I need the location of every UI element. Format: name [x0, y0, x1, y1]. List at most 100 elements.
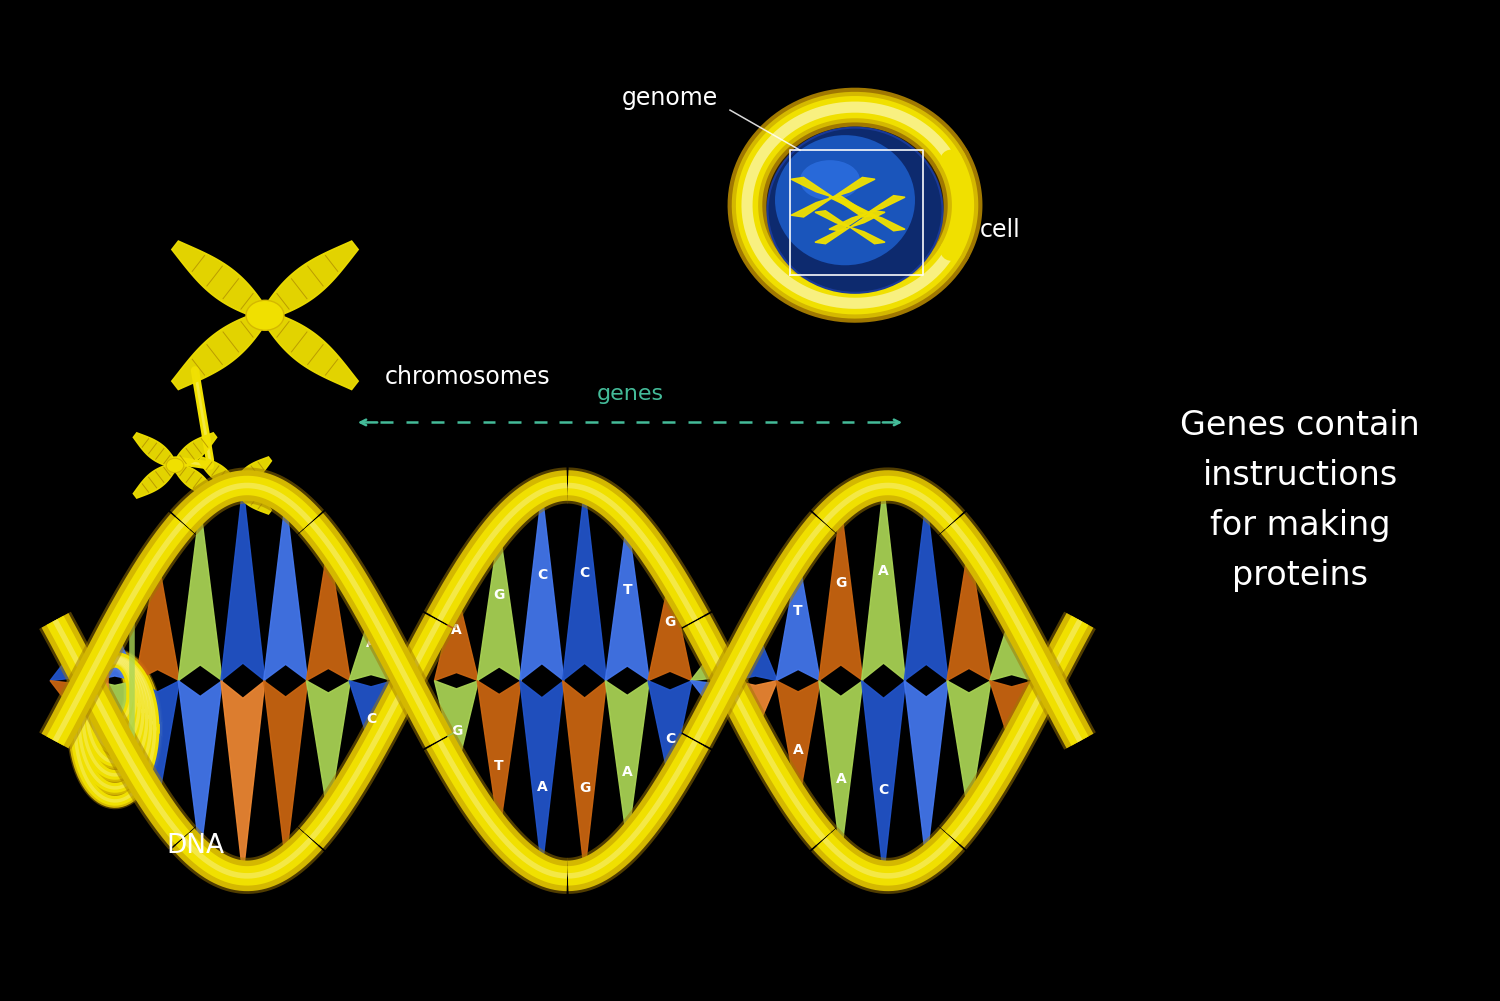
Polygon shape	[306, 681, 351, 817]
Polygon shape	[50, 681, 94, 709]
Text: C: C	[879, 783, 888, 797]
Polygon shape	[776, 681, 820, 805]
Polygon shape	[174, 463, 216, 498]
Polygon shape	[350, 613, 393, 681]
Polygon shape	[306, 545, 351, 681]
Text: T: T	[622, 583, 632, 597]
Polygon shape	[648, 681, 692, 785]
Polygon shape	[815, 211, 850, 227]
Text: G: G	[664, 615, 675, 629]
Polygon shape	[790, 177, 832, 197]
Text: A: A	[537, 780, 548, 794]
Text: A: A	[452, 623, 462, 637]
Polygon shape	[946, 681, 992, 817]
Polygon shape	[135, 557, 180, 681]
Polygon shape	[819, 681, 862, 856]
Polygon shape	[946, 545, 992, 681]
Ellipse shape	[738, 110, 972, 320]
Polygon shape	[178, 506, 222, 681]
Text: C: C	[664, 733, 675, 747]
Polygon shape	[904, 681, 948, 862]
Ellipse shape	[776, 135, 915, 265]
Text: cell: cell	[980, 218, 1020, 242]
Polygon shape	[477, 528, 520, 681]
Text: G: G	[452, 725, 462, 739]
Polygon shape	[562, 488, 606, 681]
Polygon shape	[990, 681, 1033, 749]
Polygon shape	[606, 681, 650, 843]
Polygon shape	[50, 653, 94, 681]
Text: C: C	[537, 568, 548, 582]
Polygon shape	[690, 681, 735, 709]
Text: G: G	[836, 576, 846, 590]
Text: T: T	[794, 604, 802, 618]
Polygon shape	[171, 241, 268, 319]
Polygon shape	[134, 463, 177, 498]
Polygon shape	[220, 485, 266, 681]
Text: G: G	[494, 588, 506, 602]
Polygon shape	[776, 557, 820, 681]
Text: Genes contain
instructions
for making
proteins: Genes contain instructions for making pr…	[1180, 409, 1420, 592]
Polygon shape	[850, 211, 885, 227]
Text: A: A	[794, 744, 804, 758]
Polygon shape	[435, 591, 478, 681]
Polygon shape	[867, 213, 904, 231]
Polygon shape	[477, 681, 520, 834]
Polygon shape	[833, 177, 874, 197]
Text: A: A	[878, 565, 890, 579]
Polygon shape	[174, 432, 216, 467]
Polygon shape	[234, 456, 272, 487]
Text: genome: genome	[622, 86, 718, 110]
Polygon shape	[264, 681, 308, 862]
Text: C: C	[579, 566, 590, 580]
Polygon shape	[815, 227, 850, 243]
Polygon shape	[904, 499, 948, 681]
Polygon shape	[234, 483, 272, 515]
Polygon shape	[261, 311, 358, 389]
Polygon shape	[648, 577, 692, 681]
Text: A: A	[366, 636, 376, 650]
Ellipse shape	[246, 300, 284, 330]
Polygon shape	[819, 506, 862, 681]
Text: chromosomes: chromosomes	[386, 365, 550, 389]
Polygon shape	[850, 227, 885, 243]
Polygon shape	[734, 629, 777, 681]
Polygon shape	[734, 681, 777, 733]
Ellipse shape	[228, 479, 243, 491]
Ellipse shape	[166, 458, 184, 472]
Ellipse shape	[800, 160, 859, 200]
Polygon shape	[861, 681, 906, 876]
Text: A: A	[836, 772, 846, 786]
Polygon shape	[520, 491, 564, 681]
Polygon shape	[867, 195, 904, 213]
Polygon shape	[606, 519, 650, 681]
Text: G: G	[579, 782, 591, 796]
Polygon shape	[171, 311, 268, 389]
Text: T: T	[495, 760, 504, 774]
Polygon shape	[261, 241, 358, 319]
Polygon shape	[93, 681, 136, 733]
Polygon shape	[435, 681, 478, 771]
Text: A: A	[622, 765, 633, 779]
Polygon shape	[562, 681, 606, 873]
Polygon shape	[93, 629, 136, 681]
Polygon shape	[134, 432, 177, 467]
Polygon shape	[790, 197, 832, 217]
Polygon shape	[350, 681, 393, 749]
Polygon shape	[830, 195, 867, 213]
Text: DNA: DNA	[166, 833, 224, 859]
Text: genes: genes	[597, 384, 663, 404]
Polygon shape	[833, 197, 874, 217]
Polygon shape	[264, 499, 308, 681]
Text: C: C	[366, 712, 376, 726]
Polygon shape	[198, 483, 237, 515]
Polygon shape	[990, 613, 1033, 681]
Polygon shape	[520, 681, 564, 870]
Polygon shape	[135, 681, 180, 805]
Polygon shape	[830, 213, 867, 231]
Polygon shape	[690, 653, 735, 681]
Polygon shape	[198, 456, 237, 487]
Ellipse shape	[768, 127, 942, 292]
Polygon shape	[220, 681, 266, 876]
Polygon shape	[178, 681, 222, 856]
